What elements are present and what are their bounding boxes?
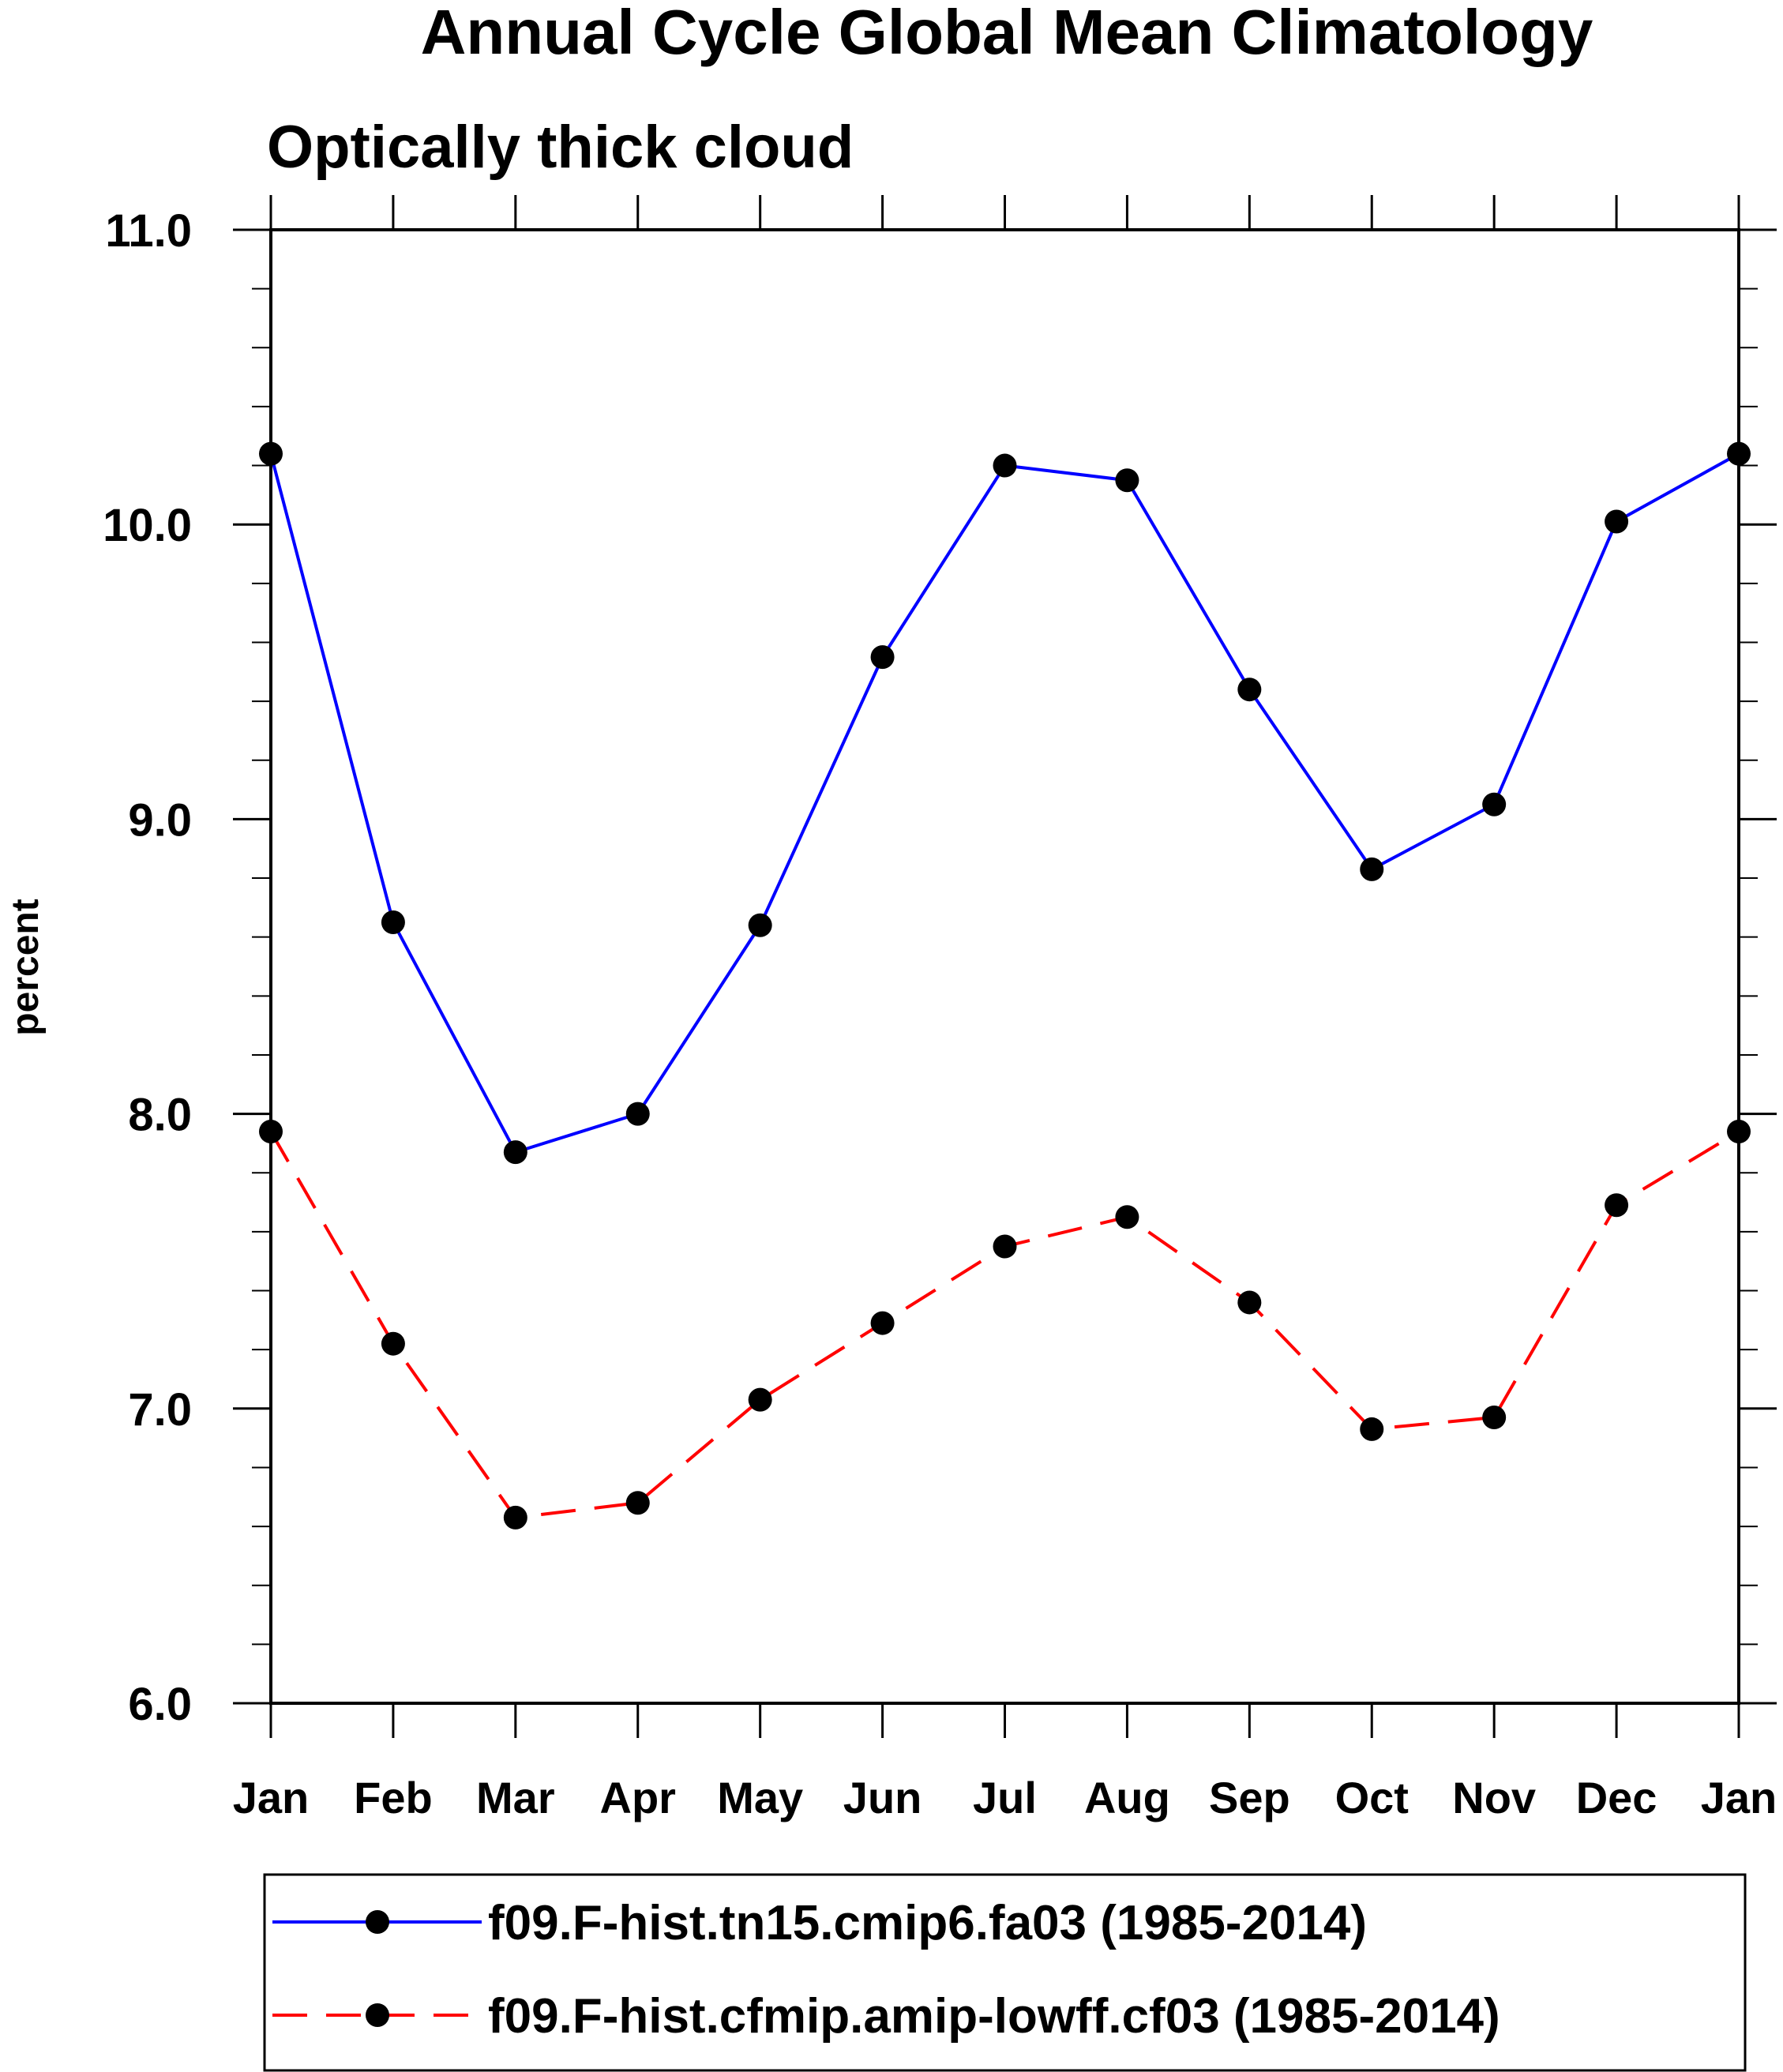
x-tick-label: Dec	[1576, 1773, 1657, 1822]
data-point	[381, 1331, 405, 1356]
data-point	[1115, 1205, 1139, 1229]
tick-marks	[233, 195, 1777, 1738]
data-point	[1482, 792, 1507, 816]
data-point	[993, 453, 1017, 478]
data-point	[1605, 509, 1629, 534]
legend-box	[263, 1873, 1747, 2072]
data-point	[259, 1119, 283, 1143]
legend-entry: f09.F-hist.cfmip.amip-lowff.cf03 (1985-2…	[272, 1989, 1500, 2044]
data-point	[503, 1505, 527, 1530]
data-point	[1115, 468, 1139, 493]
data-point	[1727, 1119, 1751, 1143]
y-tick-label: 8.0	[128, 1090, 192, 1141]
x-tick-label: Oct	[1335, 1773, 1409, 1822]
data-point	[259, 441, 283, 466]
legend-label: f09.F-hist.cfmip.amip-lowff.cf03 (1985-2…	[488, 1989, 1500, 2044]
data-point	[748, 1387, 772, 1412]
x-tick-label: Feb	[354, 1773, 433, 1822]
x-tick-label: Jan	[1701, 1773, 1777, 1822]
data-point	[625, 1491, 650, 1515]
legend-marker	[366, 1910, 389, 1934]
chart-subtitle: Optically thick cloud	[267, 114, 854, 181]
y-tick-label: 10.0	[103, 500, 192, 551]
series-1	[259, 441, 1751, 1165]
x-tick-label: Mar	[476, 1773, 555, 1822]
legend-marker	[366, 2003, 389, 2027]
data-point	[870, 645, 895, 670]
x-tick-label: May	[717, 1773, 803, 1822]
data-point	[1237, 1290, 1262, 1315]
x-tick-label: Aug	[1084, 1773, 1170, 1822]
y-tick-label: 6.0	[128, 1679, 192, 1730]
data-point	[1360, 857, 1384, 881]
series-line	[269, 1130, 1740, 1520]
data-point	[1605, 1193, 1629, 1218]
data-point	[503, 1140, 527, 1165]
x-tick-label: Jul	[973, 1773, 1037, 1822]
data-point	[1482, 1405, 1507, 1429]
legend-label: f09.F-hist.tn15.cmip6.fa03 (1985-2014)	[488, 1896, 1367, 1950]
x-tick-label: Jun	[843, 1773, 922, 1822]
data-point	[381, 910, 405, 935]
series-line	[269, 452, 1740, 1154]
data-point	[993, 1234, 1017, 1259]
data-point	[1727, 441, 1751, 466]
chart-title: Annual Cycle Global Mean Climatology	[421, 0, 1593, 67]
data-point	[1237, 678, 1262, 702]
series-layer	[259, 441, 1751, 1530]
x-tick-labels: Jan Feb Mar Apr May Jun Jul Aug Sep Oct Nov Dec Jan	[233, 1773, 1777, 1822]
y-tick-label: 9.0	[128, 794, 192, 846]
x-tick-label: Sep	[1209, 1773, 1290, 1822]
legend: f09.F-hist.tn15.cmip6.fa03 (1985-2014) f0…	[263, 1873, 1747, 2072]
legend-entry: f09.F-hist.tn15.cmip6.fa03 (1985-2014)	[272, 1896, 1367, 1950]
y-tick-label: 7.0	[128, 1384, 192, 1436]
series-2	[259, 1119, 1751, 1530]
data-point	[870, 1311, 895, 1335]
legend-entries: f09.F-hist.tn15.cmip6.fa03 (1985-2014) f0…	[272, 1896, 1500, 2044]
x-tick-label: Jan	[233, 1773, 310, 1822]
data-point	[625, 1102, 650, 1126]
y-axis-label: percent	[5, 899, 47, 1035]
data-point	[1360, 1417, 1384, 1441]
x-tick-label: Apr	[600, 1773, 676, 1822]
plot-frame	[269, 228, 1740, 1705]
y-tick-label: 11.0	[105, 205, 192, 257]
y-tick-labels: 6.0 7.0 8.0 9.0 10.0 11.0	[103, 205, 192, 1730]
data-point	[748, 913, 772, 937]
x-tick-label: Nov	[1452, 1773, 1536, 1822]
